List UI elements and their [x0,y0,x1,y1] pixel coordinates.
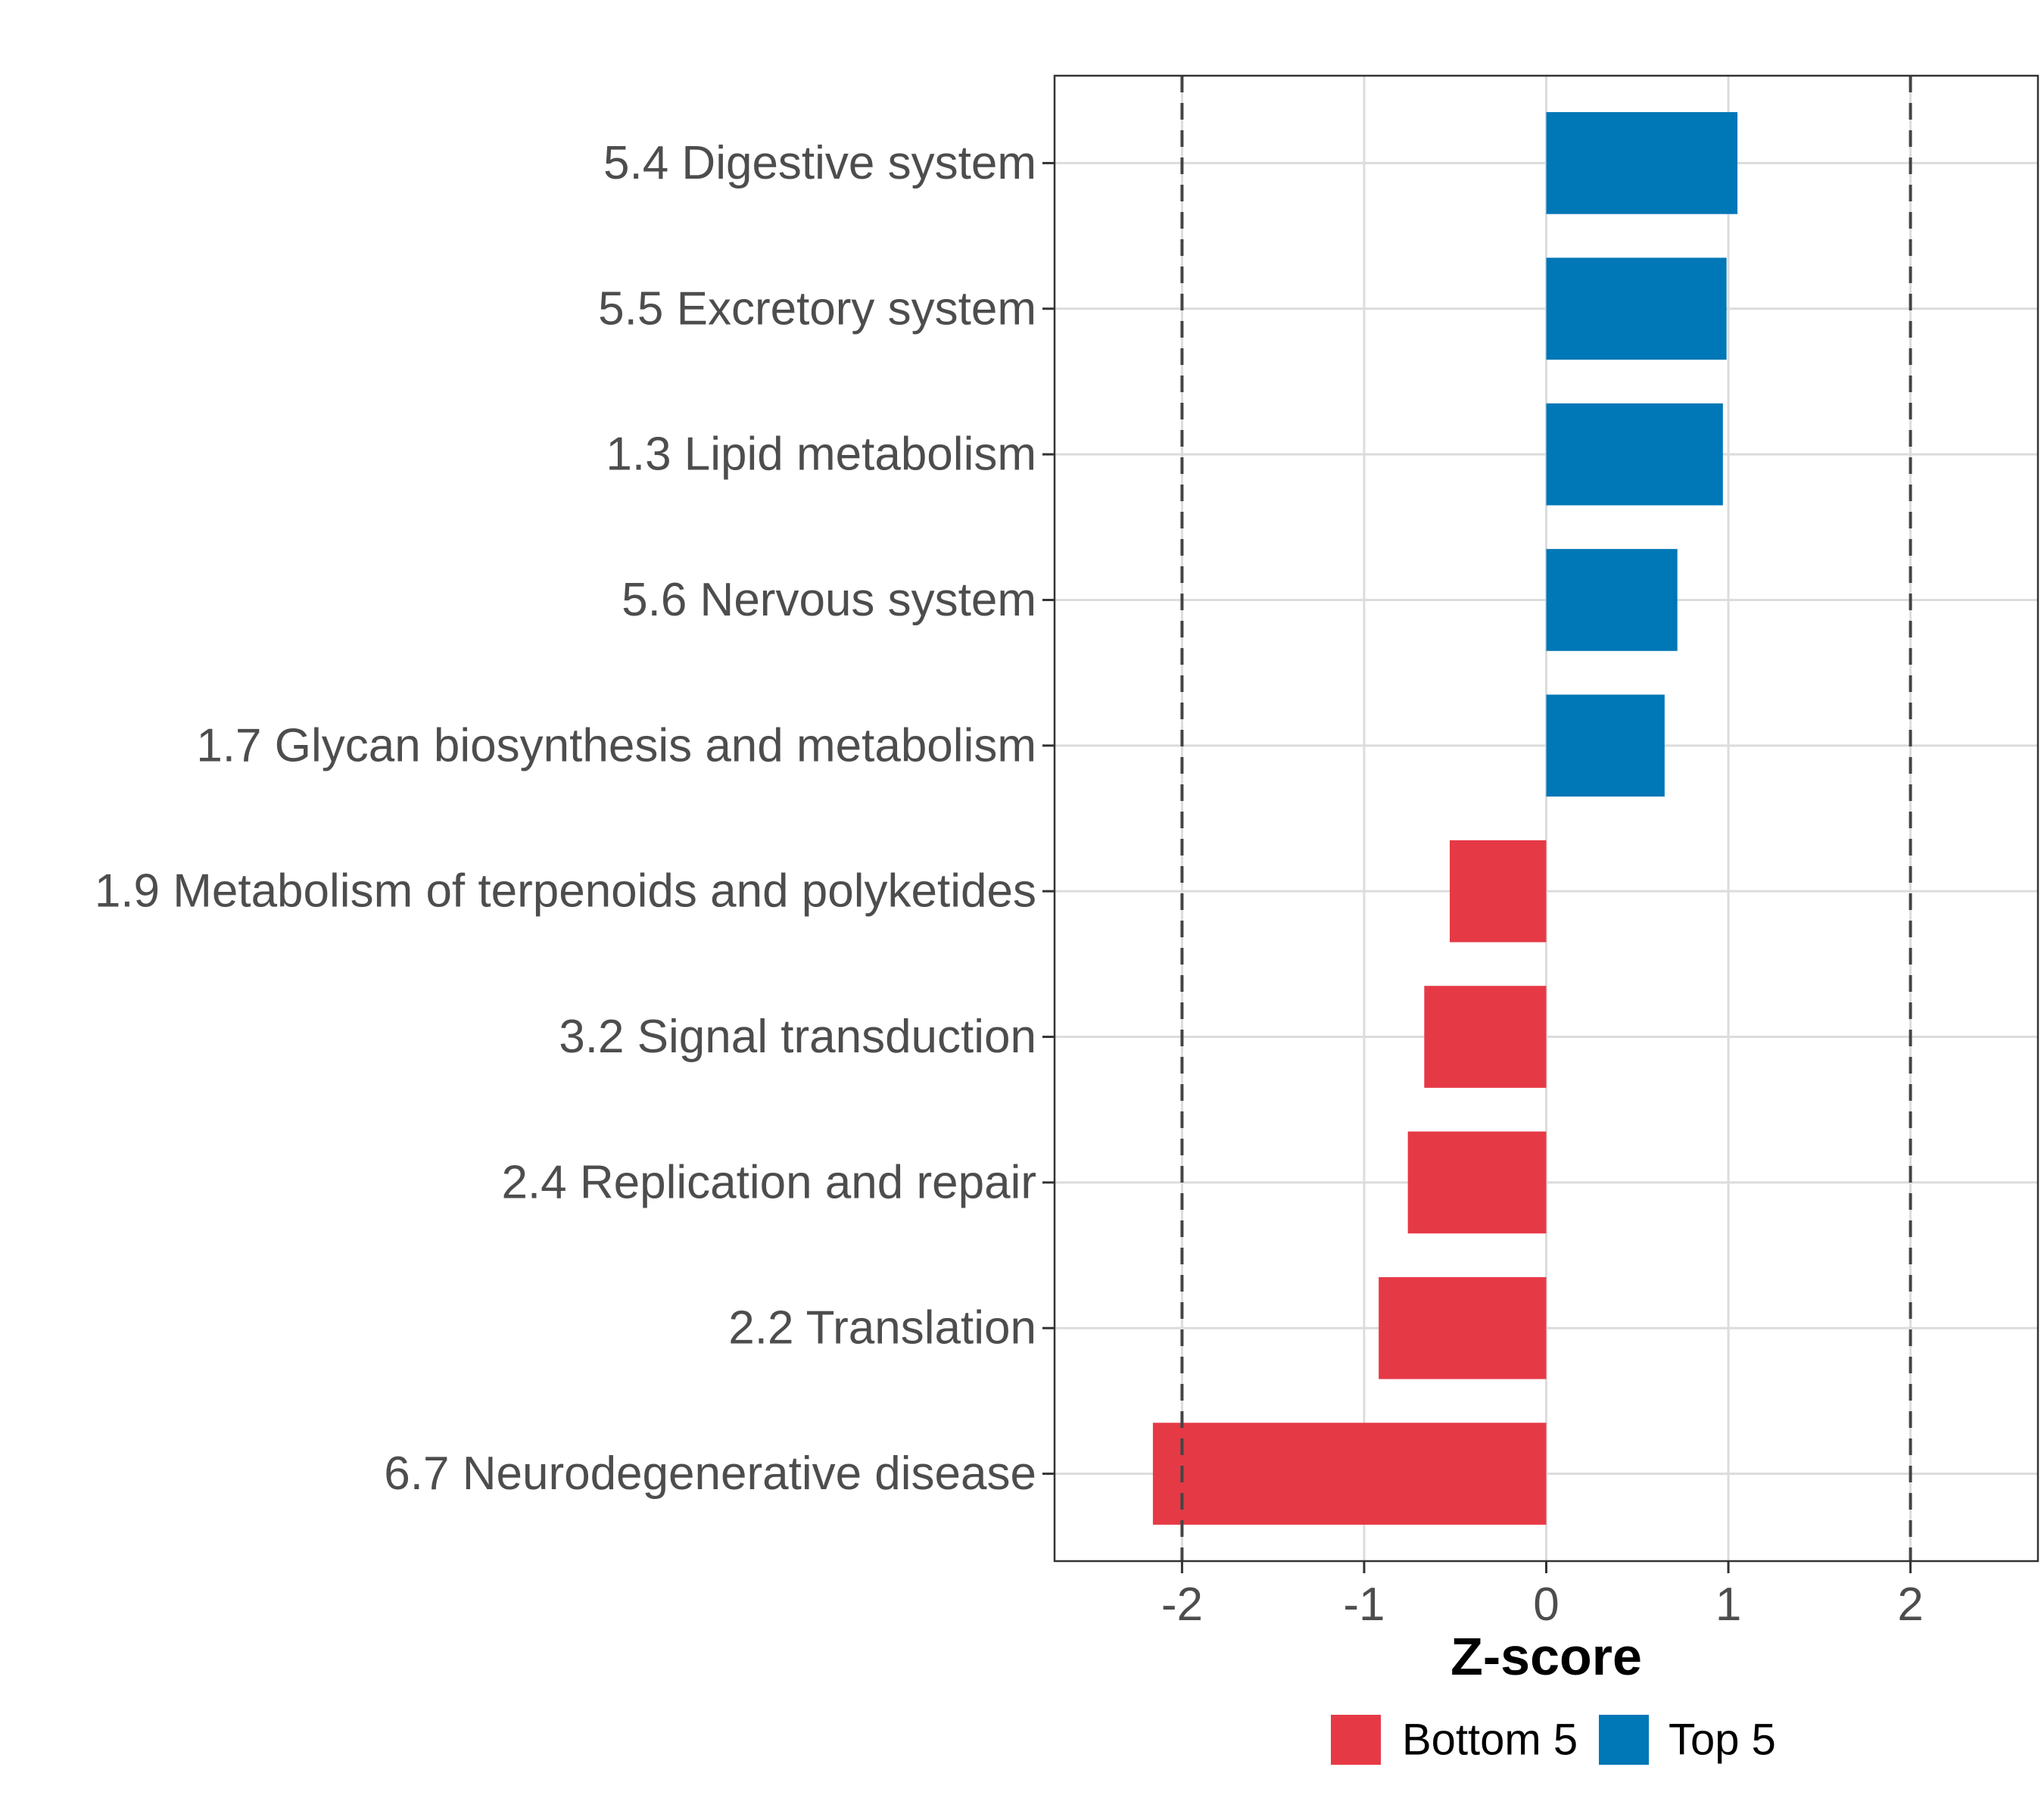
bar-1-9-metabolism-of-terpenoids-and-polyketides [1450,840,1547,943]
bar-1-3-lipid-metabolism [1546,403,1723,506]
legend: Bottom 5 Top 5 [1331,1715,1776,1765]
bar-3-2-signal-transduction [1424,986,1547,1088]
bar-5-5-excretory-system [1546,257,1727,360]
y-tick-label: 1.3 Lipid metabolism [606,429,1036,481]
bar-1-7-glycan-biosynthesis-and-metabolism [1546,694,1665,797]
bar-layer [1152,112,1738,1525]
y-tick-label: 1.9 Metabolism of terpenoids and polyket… [95,865,1036,918]
bar-6-7-neurodegenerative-disease [1152,1423,1547,1525]
bar-5-4-digestive-system [1546,112,1738,214]
y-tick-label: 2.2 Translation [728,1302,1036,1354]
y-tick-label: 5.6 Nervous system [622,574,1036,626]
bar-5-6-nervous-system [1546,549,1678,651]
y-tick-label: 5.5 Excretory system [598,282,1036,335]
y-tick-label: 5.4 Digestive system [603,137,1036,189]
x-tick-label: -1 [1343,1579,1385,1631]
y-tick-label: 3.2 Signal transduction [559,1011,1036,1063]
y-tick-label: 6.7 Neurodegenerative disease [384,1448,1036,1500]
legend-label-top-5: Top 5 [1669,1716,1776,1765]
legend-swatch-bottom-5 [1331,1715,1381,1765]
y-axis: 5.4 Digestive system 5.5 Excretory system… [95,137,1055,1500]
x-axis: -2 -1 0 1 2 [1161,1561,1924,1631]
x-tick-label: 1 [1715,1579,1741,1631]
x-tick-label: 0 [1533,1579,1559,1631]
x-tick-label: -2 [1161,1579,1203,1631]
reference-line-layer [1180,76,1912,1561]
x-tick-label: 2 [1897,1579,1923,1631]
bar-2-2-translation [1379,1276,1547,1379]
y-tick-label: 2.4 Replication and repair [501,1156,1036,1208]
bar-2-4-replication-and-repair [1407,1131,1547,1234]
legend-swatch-top-5 [1599,1715,1649,1765]
legend-label-bottom-5: Bottom 5 [1402,1716,1578,1765]
y-tick-label: 1.7 Glycan biosynthesis and metabolism [196,719,1036,771]
x-axis-title: Z-score [1450,1627,1642,1686]
